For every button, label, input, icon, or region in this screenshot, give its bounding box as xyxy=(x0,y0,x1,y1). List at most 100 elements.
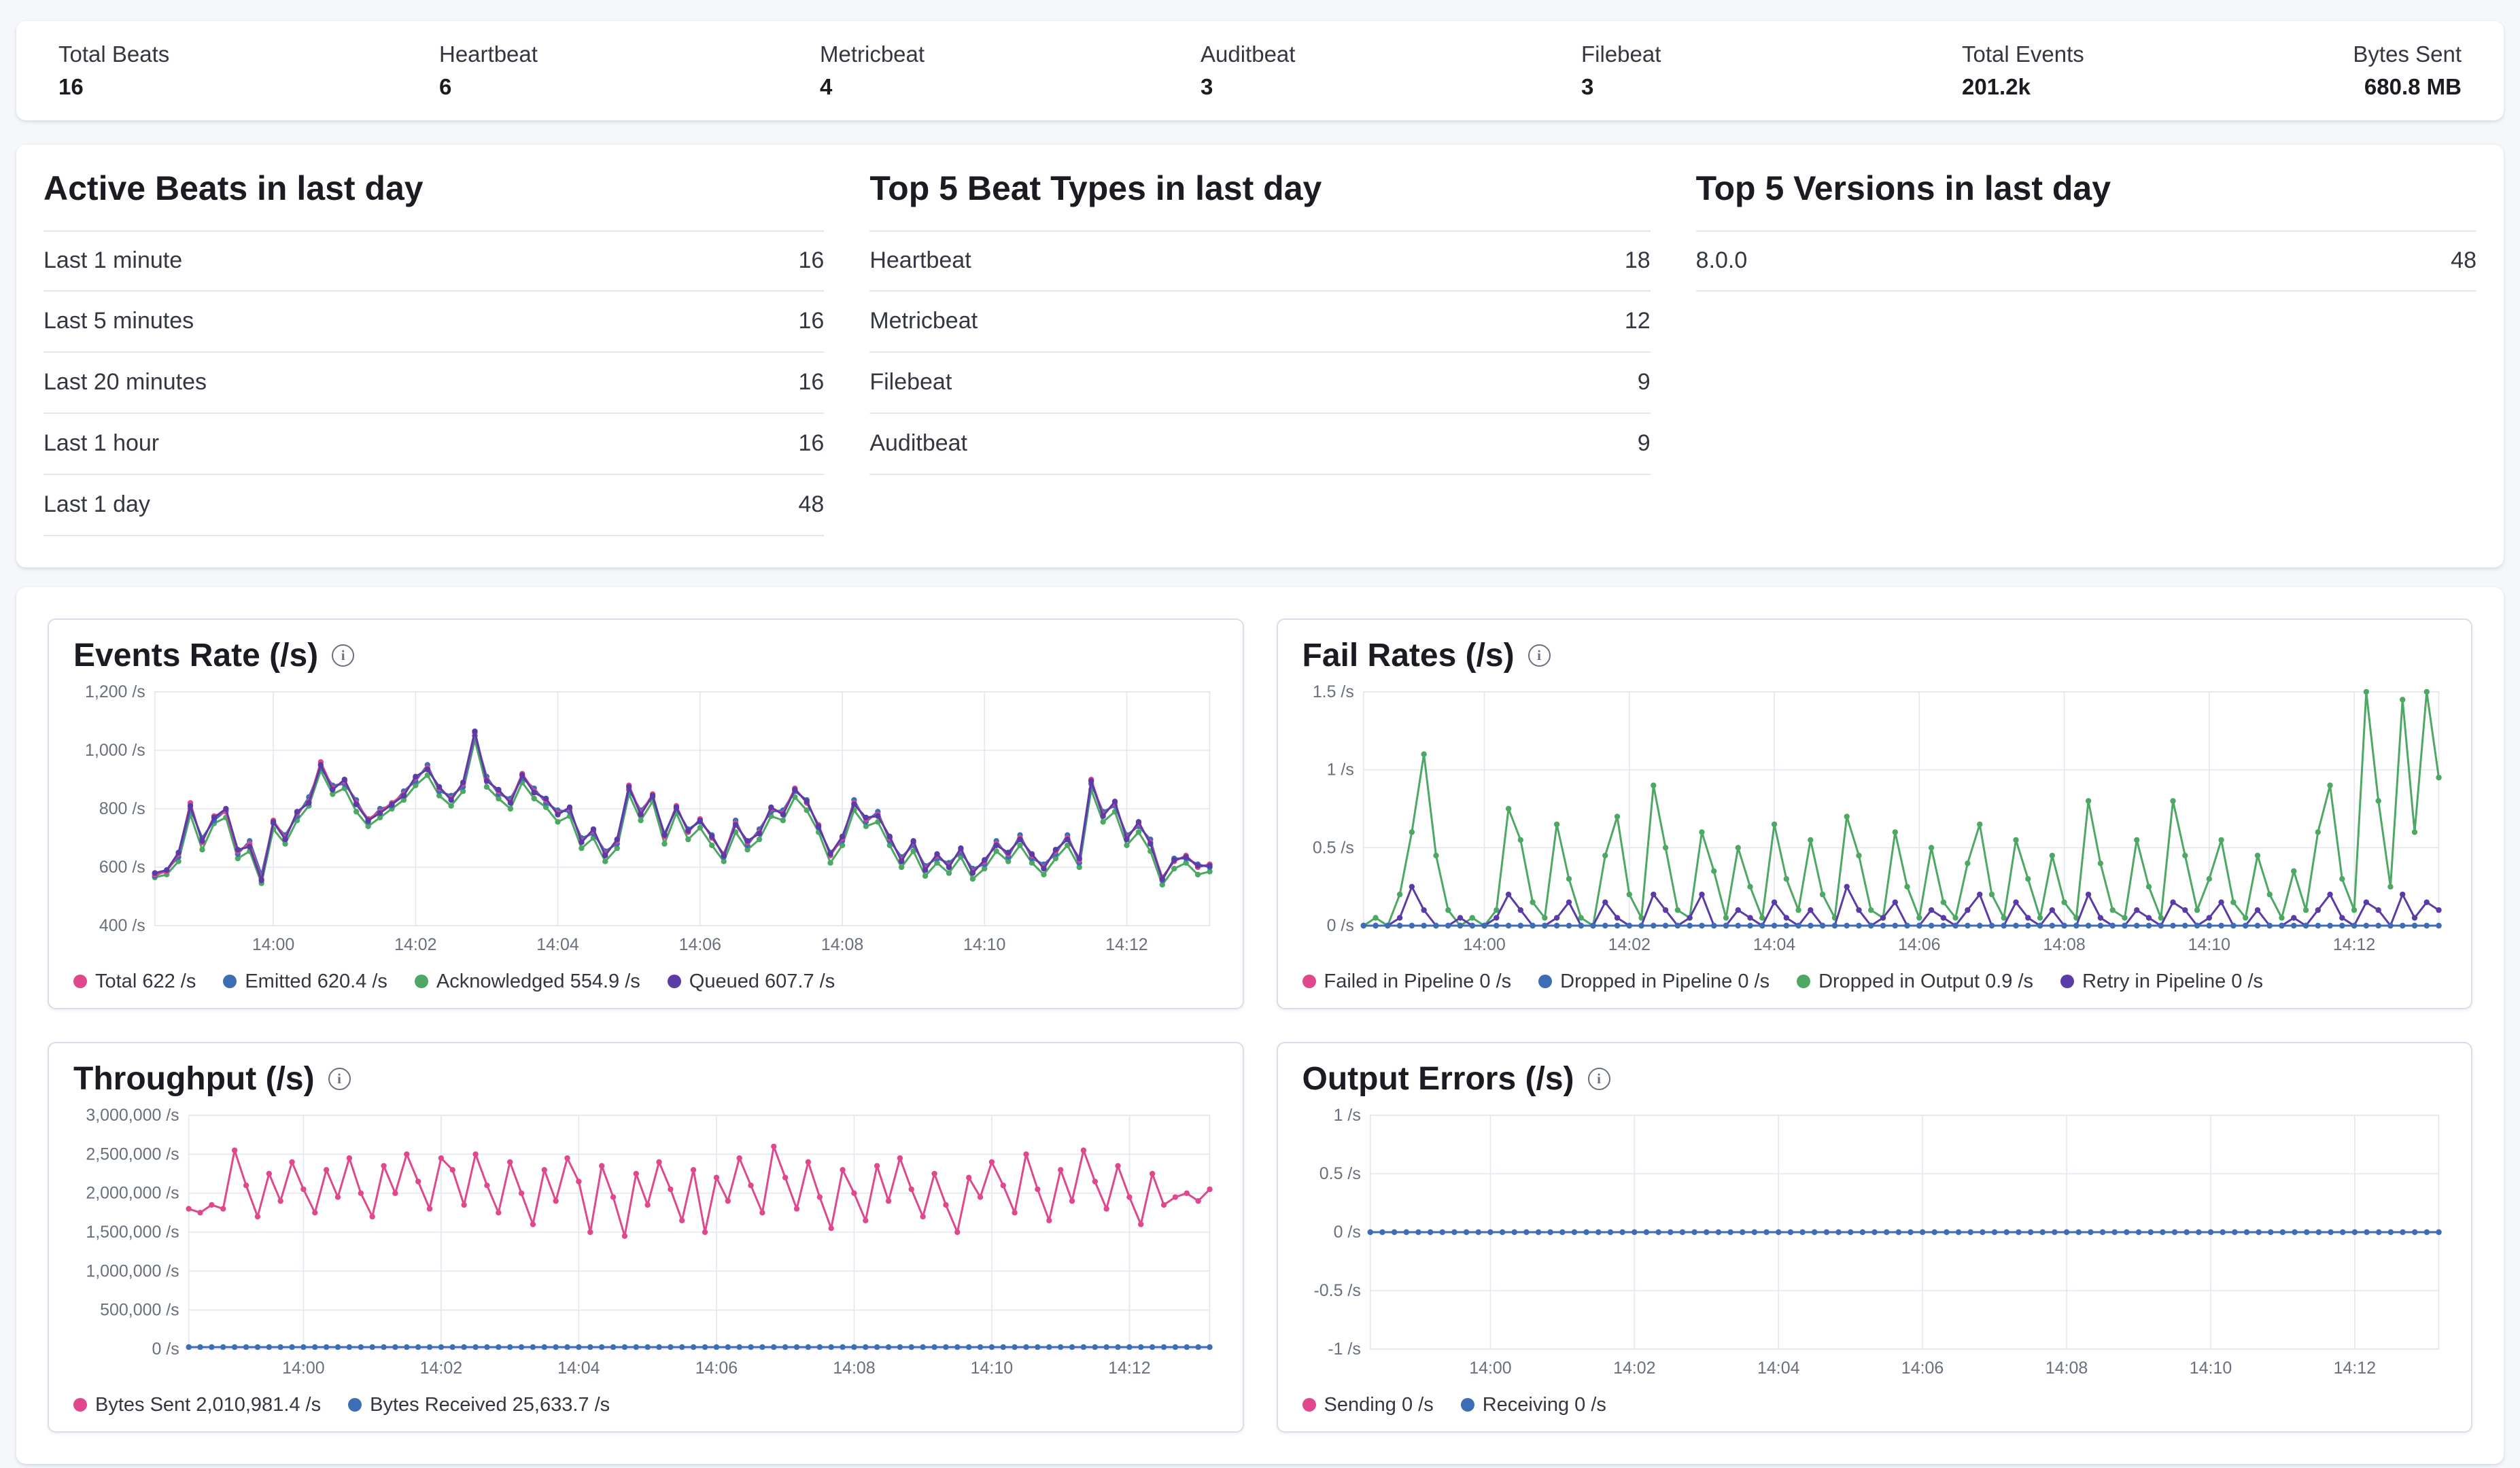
row-label: Last 1 minute xyxy=(44,247,183,274)
summary-table-rows: Heartbeat 18 Metricbeat 12 Filebeat 9 Au… xyxy=(869,230,1651,475)
info-icon[interactable]: i xyxy=(1527,644,1551,667)
svg-text:14:12: 14:12 xyxy=(2333,1359,2375,1378)
legend-item-retry-in-pipeline[interactable]: Retry in Pipeline 0 /s xyxy=(2060,971,2263,993)
stat-bytes-sent: Bytes Sent 680.8 MB xyxy=(2343,41,2462,100)
chart-plot-output-errors-s[interactable]: 1 /s 0.5 /s 0 /s -0.5 /s -1 /s 14:00 14:02 14:0… xyxy=(1302,1106,2447,1378)
table-row-heartbeat: Heartbeat 18 xyxy=(869,230,1651,292)
stat-total-events: Total Events 201.2k xyxy=(1962,41,2343,100)
chart-legend: Failed in Pipeline 0 /s Dropped in Pipel… xyxy=(1302,971,2447,993)
stat-label: Auditbeat xyxy=(1201,41,1296,67)
chart-plot-throughput-s[interactable]: 3,000,000 /s 2,500,000 /s 2,000,000 /s 1,50… xyxy=(73,1106,1218,1378)
legend-item-bytes-sent[interactable]: Bytes Sent 2,010,981.4 /s xyxy=(73,1394,321,1416)
legend-item-emitted[interactable]: Emitted 620.4 /s xyxy=(223,971,387,993)
svg-text:14:08: 14:08 xyxy=(833,1359,875,1378)
legend-item-dropped-in-pipeline[interactable]: Dropped in Pipeline 0 /s xyxy=(1538,971,1770,993)
summary-table-top-5-versions-in-last-day: Top 5 Versions in last day 8.0.0 48 xyxy=(1695,168,2476,536)
chart-header: Events Rate (/s) i xyxy=(73,636,1218,676)
table-row-last-1-day: Last 1 day 48 xyxy=(44,475,825,536)
summary-table-title: Active Beats in last day xyxy=(44,169,424,207)
svg-text:1 /s: 1 /s xyxy=(1326,761,1353,780)
summary-table-rows: 8.0.0 48 xyxy=(1695,230,2476,292)
svg-text:14:08: 14:08 xyxy=(2045,1359,2087,1378)
legend-label: Queued 607.7 /s xyxy=(689,970,835,992)
chart-plot-events-rate-s[interactable]: 1,200 /s 1,000 /s 800 /s 600 /s 400 /s 14:00 1… xyxy=(73,682,1218,954)
stat-value: 680.8 MB xyxy=(2364,73,2462,99)
legend-item-total[interactable]: Total 622 /s xyxy=(73,971,196,993)
legend-label: Dropped in Pipeline 0 /s xyxy=(1560,970,1770,992)
summary-table-title: Top 5 Beat Types in last day xyxy=(869,169,1322,207)
row-label: Last 1 day xyxy=(44,491,150,518)
legend-dot-icon xyxy=(73,975,87,989)
table-row-metricbeat: Metricbeat 12 xyxy=(869,292,1651,353)
row-value: 16 xyxy=(798,247,825,274)
row-label: Filebeat xyxy=(869,369,952,396)
chart-card-events-rate-s: Events Rate (/s) i 1,200 /s 1,000 /s 800 /… xyxy=(48,618,1244,1009)
legend-item-receiving[interactable]: Receiving 0 /s xyxy=(1460,1394,1606,1416)
row-label: Heartbeat xyxy=(869,247,971,274)
stat-label: Filebeat xyxy=(1581,41,1661,67)
legend-dot-icon xyxy=(667,975,681,989)
svg-text:1 /s: 1 /s xyxy=(1333,1106,1360,1125)
legend-item-sending[interactable]: Sending 0 /s xyxy=(1302,1394,1434,1416)
legend-item-failed-in-pipeline[interactable]: Failed in Pipeline 0 /s xyxy=(1302,970,1512,993)
legend-item-bytes-received[interactable]: Bytes Received 25,633.7 /s xyxy=(348,1394,610,1416)
table-row-filebeat: Filebeat 9 xyxy=(869,353,1651,414)
legend-label: Failed in Pipeline 0 /s xyxy=(1324,970,1512,992)
stat-value: 3 xyxy=(1201,73,1213,99)
stat-value: 6 xyxy=(439,73,452,99)
svg-text:-0.5 /s: -0.5 /s xyxy=(1313,1281,1360,1300)
svg-text:2,000,000 /s: 2,000,000 /s xyxy=(86,1184,179,1203)
stats-bar: Total Beats 16 Heartbeat 6 Metricbeat 4 … xyxy=(16,21,2504,120)
svg-text:2,500,000 /s: 2,500,000 /s xyxy=(86,1144,179,1164)
svg-text:1,000 /s: 1,000 /s xyxy=(85,741,145,760)
chart-header: Fail Rates (/s) i xyxy=(1302,636,2447,676)
row-value: 16 xyxy=(798,430,825,457)
chart-legend: Bytes Sent 2,010,981.4 /s Bytes Received… xyxy=(73,1394,1218,1416)
svg-text:14:04: 14:04 xyxy=(536,935,579,954)
row-value: 9 xyxy=(1637,430,1651,457)
svg-text:0 /s: 0 /s xyxy=(1326,916,1353,935)
table-row-8-0-0: 8.0.0 48 xyxy=(1695,230,2476,292)
legend-item-dropped-in-output[interactable]: Dropped in Output 0.9 /s xyxy=(1797,971,2033,993)
stat-value: 4 xyxy=(820,73,833,99)
stat-value: 3 xyxy=(1581,73,1594,99)
svg-text:14:04: 14:04 xyxy=(1753,935,1795,954)
row-label: Metricbeat xyxy=(869,308,978,334)
svg-text:1.5 /s: 1.5 /s xyxy=(1312,682,1353,701)
chart-legend: Sending 0 /s Receiving 0 /s xyxy=(1302,1394,2447,1416)
legend-dot-icon xyxy=(1460,1398,1474,1412)
row-label: Last 20 minutes xyxy=(44,369,207,396)
legend-dot-icon xyxy=(348,1398,362,1412)
row-value: 18 xyxy=(1624,247,1651,274)
svg-text:14:08: 14:08 xyxy=(821,935,863,954)
chart-plot-fail-rates-s[interactable]: 1.5 /s 1 /s 0.5 /s 0 /s 14:00 14:02 14:04 14:06… xyxy=(1302,682,2447,954)
row-label: Last 1 hour xyxy=(44,430,160,457)
chart-header: Output Errors (/s) i xyxy=(1302,1060,2447,1099)
legend-dot-icon xyxy=(2060,975,2075,989)
table-row-auditbeat: Auditbeat 9 xyxy=(869,414,1651,475)
svg-text:1,000,000 /s: 1,000,000 /s xyxy=(86,1261,179,1280)
legend-item-queued[interactable]: Queued 607.7 /s xyxy=(667,970,835,993)
svg-text:14:02: 14:02 xyxy=(1608,935,1650,954)
row-value: 12 xyxy=(1624,308,1651,334)
row-value: 16 xyxy=(798,369,825,396)
summary-table-active-beats-in-last-day: Active Beats in last day Last 1 minute 1… xyxy=(44,168,825,536)
info-icon[interactable]: i xyxy=(332,644,355,667)
info-icon[interactable]: i xyxy=(1587,1068,1610,1091)
legend-label: Total 622 /s xyxy=(95,970,196,992)
stat-label: Total Events xyxy=(1962,41,2084,67)
stat-metricbeat: Metricbeat 4 xyxy=(820,41,1201,100)
svg-text:0.5 /s: 0.5 /s xyxy=(1319,1164,1360,1183)
row-label: Auditbeat xyxy=(869,430,967,457)
chart-title: Output Errors (/s) xyxy=(1302,1060,1574,1097)
legend-label: Dropped in Output 0.9 /s xyxy=(1818,970,2034,992)
legend-dot-icon xyxy=(223,975,237,989)
info-icon[interactable]: i xyxy=(328,1068,351,1091)
table-row-last-20-minutes: Last 20 minutes 16 xyxy=(44,353,825,414)
stat-value: 201.2k xyxy=(1962,73,2031,99)
legend-item-acknowledged[interactable]: Acknowledged 554.9 /s xyxy=(414,970,640,993)
chart-card-output-errors-s: Output Errors (/s) i 1 /s 0.5 /s 0 /s -0.5 … xyxy=(1276,1041,2472,1433)
legend-label: Acknowledged 554.9 /s xyxy=(436,970,640,992)
chart-card-fail-rates-s: Fail Rates (/s) i 1.5 /s 1 /s 0.5 /s 0 /s 14… xyxy=(1276,618,2472,1009)
stat-total-beats: Total Beats 16 xyxy=(58,41,439,100)
